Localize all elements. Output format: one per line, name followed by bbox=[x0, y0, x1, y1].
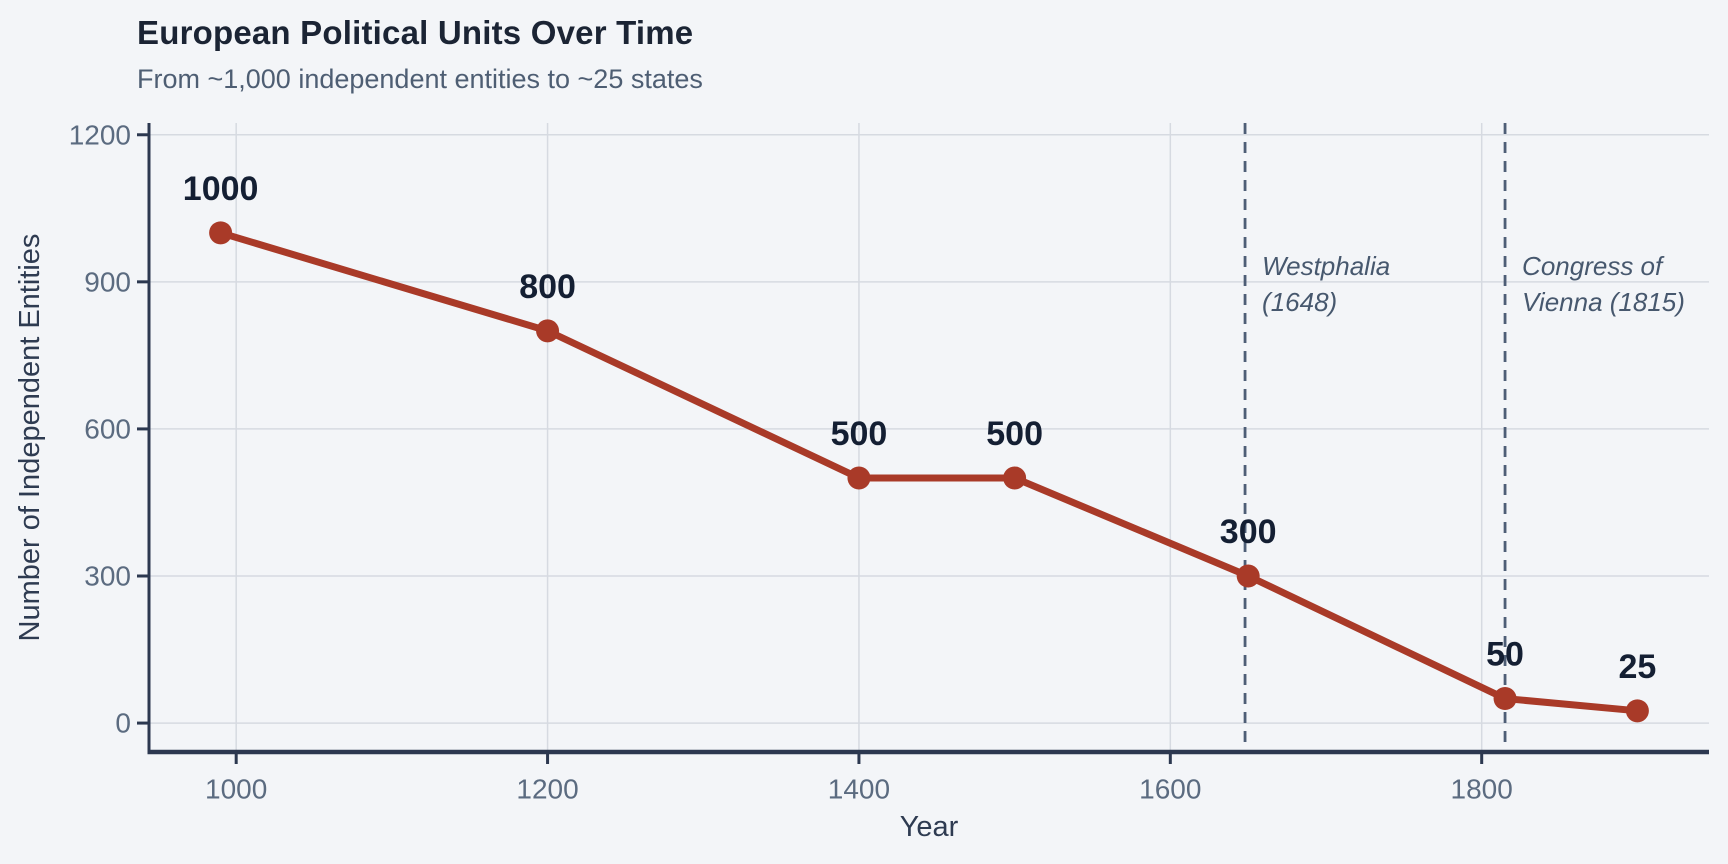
y-tick-label: 1200 bbox=[69, 119, 131, 150]
data-point-label: 1000 bbox=[183, 170, 259, 208]
event-annotation-label: Westphalia bbox=[1262, 251, 1390, 281]
data-point bbox=[1625, 699, 1649, 723]
y-tick-label: 900 bbox=[84, 266, 131, 297]
y-axis-title: Number of Independent Entities bbox=[14, 234, 46, 642]
data-line bbox=[217, 229, 1641, 715]
data-point-label: 800 bbox=[519, 268, 576, 306]
y-tick-label: 0 bbox=[115, 708, 131, 739]
event-annotation-label: Congress of bbox=[1522, 251, 1665, 281]
chart-title: European Political Units Over Time bbox=[137, 14, 694, 51]
data-point bbox=[1003, 466, 1027, 490]
event-annotation-label: (1648) bbox=[1262, 287, 1337, 317]
x-tick-label: 1600 bbox=[1139, 774, 1201, 805]
y-tick-label: 600 bbox=[84, 413, 131, 444]
data-point-label: 25 bbox=[1618, 648, 1656, 686]
x-tick-label: 1200 bbox=[516, 774, 578, 805]
data-point bbox=[1493, 687, 1517, 711]
x-tick-label: 1000 bbox=[205, 774, 267, 805]
data-point bbox=[1236, 564, 1260, 588]
data-point-label: 500 bbox=[831, 415, 888, 453]
chart-subtitle: From ~1,000 independent entities to ~25 … bbox=[137, 64, 703, 94]
data-point bbox=[536, 319, 560, 343]
data-point-label: 300 bbox=[1220, 513, 1277, 551]
x-tick-label: 1800 bbox=[1451, 774, 1513, 805]
data-point-label: 50 bbox=[1486, 636, 1524, 674]
data-point-label: 500 bbox=[986, 415, 1043, 453]
data-point bbox=[847, 466, 871, 490]
event-annotation-label: Vienna (1815) bbox=[1522, 287, 1685, 317]
x-tick-label: 1400 bbox=[828, 774, 890, 805]
chart-header: European Political Units Over Time From … bbox=[137, 14, 703, 95]
data-point bbox=[209, 221, 233, 245]
x-axis-title: Year bbox=[900, 811, 959, 843]
y-tick-label: 300 bbox=[84, 560, 131, 591]
